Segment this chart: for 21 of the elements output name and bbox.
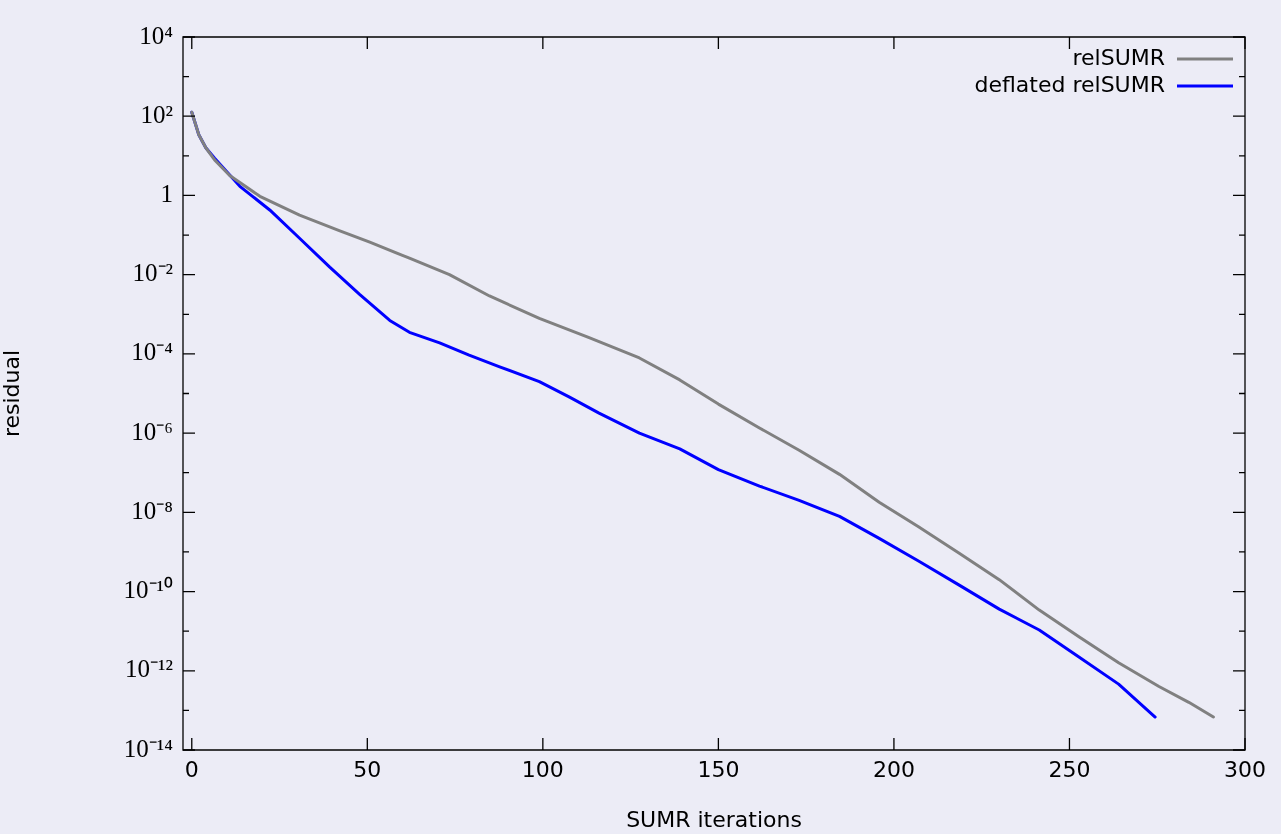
x-axis-title: SUMR iterations <box>626 806 802 832</box>
y-tick-label: 10⁻⁶ <box>131 417 173 445</box>
y-tick-label: 10⁻¹⁴ <box>123 734 174 762</box>
x-tick-label: 50 <box>353 756 382 782</box>
y-tick-label: 10⁻⁸ <box>131 496 173 524</box>
y-tick-label: 10⁴ <box>139 21 174 49</box>
y-tick-label: 10⁻⁴ <box>131 338 174 366</box>
legend-label: relSUMR <box>1072 44 1165 70</box>
x-tick-label: 150 <box>697 756 740 782</box>
x-tick-label: 0 <box>184 756 199 782</box>
legend-label: deflated relSUMR <box>974 71 1165 97</box>
x-tick-label: 250 <box>1048 756 1091 782</box>
y-tick-label: 10⁻² <box>132 259 173 287</box>
y-tick-label: 10⁻¹² <box>125 655 173 683</box>
y-tick-label: 10⁻¹⁰ <box>123 576 173 604</box>
x-tick-label: 100 <box>521 756 564 782</box>
y-tick-label: 1 <box>160 180 173 208</box>
y-axis-title: residual <box>0 349 24 438</box>
x-tick-label: 200 <box>872 756 915 782</box>
y-tick-label: 10² <box>140 100 173 128</box>
x-tick-label: 300 <box>1224 756 1266 782</box>
